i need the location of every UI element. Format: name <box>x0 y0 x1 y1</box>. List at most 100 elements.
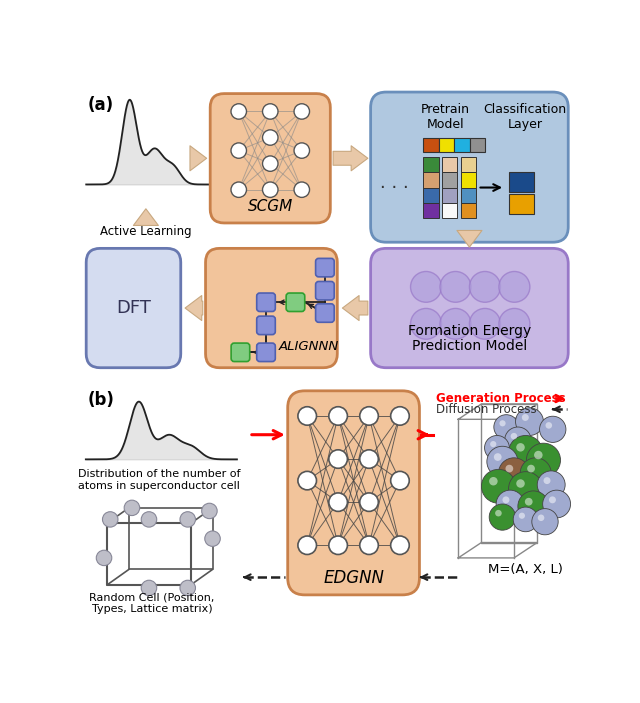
Circle shape <box>410 271 442 302</box>
FancyBboxPatch shape <box>371 248 568 368</box>
Circle shape <box>527 465 535 472</box>
Circle shape <box>516 479 525 488</box>
Bar <box>442 203 458 219</box>
Bar <box>470 138 485 152</box>
Circle shape <box>469 309 500 340</box>
Bar <box>454 138 470 152</box>
Circle shape <box>489 504 516 530</box>
Circle shape <box>540 416 566 442</box>
FancyBboxPatch shape <box>205 248 337 368</box>
Circle shape <box>262 104 278 120</box>
Circle shape <box>489 477 498 486</box>
Circle shape <box>545 422 552 429</box>
Circle shape <box>494 415 518 439</box>
Bar <box>423 172 439 188</box>
Circle shape <box>298 472 317 490</box>
Circle shape <box>519 512 525 519</box>
Circle shape <box>484 435 509 460</box>
Circle shape <box>525 498 532 505</box>
Circle shape <box>180 580 195 595</box>
Circle shape <box>499 309 530 340</box>
FancyArrowPatch shape <box>133 209 158 226</box>
Circle shape <box>534 451 543 459</box>
Circle shape <box>532 509 558 535</box>
FancyBboxPatch shape <box>316 304 334 322</box>
Bar <box>423 157 439 172</box>
Text: Pretrain
Model: Pretrain Model <box>421 103 470 131</box>
Circle shape <box>537 471 565 498</box>
Circle shape <box>298 407 317 425</box>
Circle shape <box>231 182 246 198</box>
Circle shape <box>505 427 531 453</box>
Circle shape <box>516 408 543 435</box>
Circle shape <box>390 407 409 425</box>
Circle shape <box>440 309 471 340</box>
Circle shape <box>360 536 378 555</box>
Text: · · ·: · · · <box>380 179 408 198</box>
Circle shape <box>549 496 556 503</box>
Circle shape <box>487 446 518 477</box>
Bar <box>442 157 458 172</box>
Circle shape <box>499 271 530 302</box>
FancyArrowPatch shape <box>190 146 207 171</box>
Circle shape <box>494 453 502 461</box>
Circle shape <box>360 407 378 425</box>
Circle shape <box>390 472 409 490</box>
Text: SCGM: SCGM <box>248 198 293 214</box>
FancyBboxPatch shape <box>316 259 334 277</box>
Circle shape <box>102 512 118 527</box>
Circle shape <box>329 536 348 555</box>
Bar <box>461 188 476 203</box>
Text: Classification
Layer: Classification Layer <box>483 103 566 131</box>
FancyBboxPatch shape <box>288 391 419 595</box>
Circle shape <box>538 515 545 521</box>
Circle shape <box>262 182 278 198</box>
Circle shape <box>516 443 525 451</box>
Circle shape <box>231 143 246 158</box>
Circle shape <box>141 512 157 527</box>
Circle shape <box>329 407 348 425</box>
Text: Prediction Model: Prediction Model <box>412 339 527 353</box>
Bar <box>423 188 439 203</box>
Circle shape <box>499 420 506 427</box>
FancyArrowPatch shape <box>333 146 368 171</box>
Circle shape <box>502 496 509 503</box>
FancyArrowPatch shape <box>185 295 203 321</box>
FancyBboxPatch shape <box>210 93 330 223</box>
Circle shape <box>527 443 561 477</box>
Circle shape <box>410 309 442 340</box>
Text: EDGNN: EDGNN <box>323 569 384 587</box>
Circle shape <box>360 450 378 468</box>
Bar <box>509 172 534 192</box>
Circle shape <box>96 550 112 566</box>
Text: Generation Process: Generation Process <box>436 392 566 405</box>
Circle shape <box>329 493 348 511</box>
Circle shape <box>481 470 516 503</box>
FancyBboxPatch shape <box>86 248 180 368</box>
Bar <box>461 203 476 219</box>
FancyArrowPatch shape <box>457 231 482 247</box>
FancyBboxPatch shape <box>257 293 275 311</box>
Circle shape <box>390 536 409 555</box>
Circle shape <box>522 414 529 421</box>
Text: Distribution of the number of
atoms in superconductor cell: Distribution of the number of atoms in s… <box>78 470 240 491</box>
Circle shape <box>294 104 310 120</box>
Circle shape <box>205 531 220 546</box>
Circle shape <box>509 472 543 505</box>
Circle shape <box>506 465 513 472</box>
Text: (a): (a) <box>88 96 114 114</box>
Circle shape <box>360 493 378 511</box>
Bar <box>461 157 476 172</box>
Circle shape <box>513 507 538 531</box>
Circle shape <box>262 130 278 146</box>
FancyBboxPatch shape <box>286 293 305 311</box>
Circle shape <box>499 458 529 489</box>
Circle shape <box>543 490 571 518</box>
Circle shape <box>298 536 317 555</box>
Bar <box>439 138 454 152</box>
FancyBboxPatch shape <box>257 316 275 335</box>
Text: Active Learning: Active Learning <box>100 224 192 238</box>
Text: Diffusion Process: Diffusion Process <box>436 403 537 415</box>
Circle shape <box>518 491 549 522</box>
Circle shape <box>124 500 140 515</box>
